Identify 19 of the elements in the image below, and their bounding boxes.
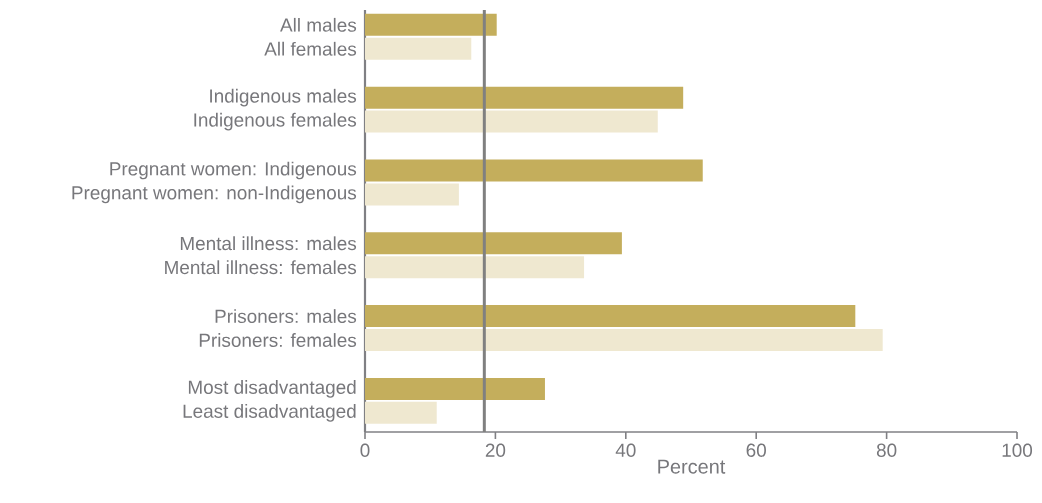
y-tick-label: Mental illness: males bbox=[180, 236, 357, 251]
y-tick-label: Prisoners: males bbox=[215, 309, 357, 324]
y-tick-label: Mental illness: females bbox=[165, 260, 357, 275]
x-tick-label: 100 bbox=[1002, 443, 1033, 457]
x-tick-label: 40 bbox=[615, 443, 636, 457]
y-tick-label: All males bbox=[280, 17, 357, 32]
y-tick-label: Pregnant women: non-Indigenous bbox=[72, 185, 357, 204]
y-tick-label: All females bbox=[264, 41, 357, 56]
x-tick-label: 60 bbox=[746, 443, 766, 457]
x-tick-label: 20 bbox=[485, 443, 506, 457]
y-tick-label: Indigenous males bbox=[210, 88, 357, 107]
y-tick-label: Least disadvantaged bbox=[183, 404, 356, 422]
y-tick-label: Most disadvantaged bbox=[188, 380, 356, 398]
x-tick-label: 0 bbox=[360, 443, 370, 457]
y-tick-label: Pregnant women: Indigenous bbox=[110, 161, 357, 180]
y-tick-label: Indigenous females bbox=[194, 112, 357, 131]
x-axis-title: Percent bbox=[658, 459, 726, 474]
y-tick-label: Prisoners: females bbox=[199, 333, 357, 347]
x-tick-label: 80 bbox=[876, 443, 897, 457]
